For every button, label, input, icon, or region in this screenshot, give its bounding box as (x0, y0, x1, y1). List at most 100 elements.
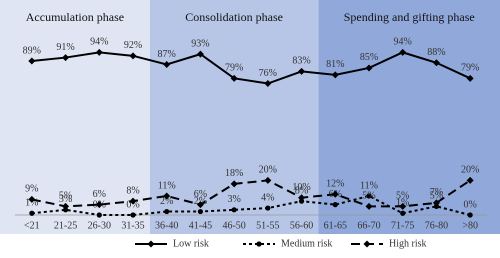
phase-title: Spending and gifting phase (344, 10, 475, 24)
value-label: 89% (23, 45, 41, 56)
value-label: 20% (461, 165, 479, 176)
value-label: 5% (430, 191, 443, 202)
point (264, 80, 272, 88)
value-label: 83% (292, 56, 310, 67)
point (365, 202, 373, 210)
point (365, 64, 373, 72)
legend-marker (147, 240, 155, 248)
point (129, 197, 137, 205)
legend-marker (256, 241, 262, 247)
point (467, 212, 473, 218)
legend-label: High risk (389, 238, 427, 249)
x-tick-label: 61-65 (324, 220, 347, 231)
value-label: 10% (292, 182, 310, 193)
x-tick-label: 76-80 (425, 220, 448, 231)
value-label: 12% (326, 179, 344, 190)
x-tick-label: 41-45 (189, 220, 212, 231)
point (164, 208, 170, 215)
value-label: 92% (124, 40, 142, 51)
point (130, 212, 136, 218)
value-label: 81% (326, 59, 344, 70)
point (298, 67, 306, 75)
value-label: 2% (160, 196, 173, 207)
value-label: 3% (227, 194, 240, 205)
point (230, 180, 238, 188)
legend-label: Low risk (173, 238, 209, 249)
value-label: 87% (158, 49, 176, 60)
point (366, 193, 372, 199)
value-label: 5% (362, 191, 375, 202)
x-tick-label: 71-75 (391, 220, 414, 231)
point (28, 195, 36, 203)
x-tick-label: <21 (24, 220, 40, 231)
point (129, 52, 137, 60)
point (29, 210, 35, 216)
value-label: 20% (259, 165, 277, 176)
value-label: 6% (93, 189, 106, 200)
point (432, 59, 440, 67)
point (230, 74, 238, 82)
point (95, 201, 103, 209)
point (399, 48, 407, 56)
point (264, 176, 272, 184)
series-line (31, 179, 471, 208)
value-label: 18% (225, 168, 243, 179)
legend-label: Medium risk (281, 238, 332, 249)
phase-title: Consolidation phase (185, 10, 283, 24)
point (196, 50, 204, 58)
point (62, 202, 70, 210)
point (331, 190, 339, 198)
point (28, 57, 36, 65)
point (265, 205, 271, 211)
x-tick-label: 31-35 (121, 220, 144, 231)
x-tick-label: 21-25 (54, 220, 77, 231)
point (62, 54, 70, 62)
value-label: 94% (90, 37, 108, 48)
value-label: 11% (158, 180, 176, 191)
series-line (31, 51, 471, 85)
value-label: 11% (360, 180, 378, 191)
x-tick-label: 46-50 (222, 220, 245, 231)
point (163, 192, 171, 200)
point (466, 74, 474, 82)
x-tick-label: >80 (462, 220, 478, 231)
value-label: 91% (56, 42, 74, 53)
value-label: 79% (461, 63, 479, 74)
point (466, 176, 474, 184)
value-label: 93% (191, 38, 209, 49)
value-label: 3% (59, 194, 72, 205)
x-tick-label: 26-30 (88, 220, 111, 231)
point (96, 212, 102, 218)
legend-marker (363, 240, 371, 248)
value-label: 5% (59, 191, 72, 202)
value-label: 76% (259, 68, 277, 79)
value-label: 5% (396, 191, 409, 202)
point (400, 210, 406, 216)
point (432, 199, 440, 207)
x-tick-label: 36-40 (155, 220, 178, 231)
value-label: 6% (194, 189, 207, 200)
point (197, 208, 204, 215)
value-label: 8% (295, 185, 308, 196)
x-tick-label: 56-60 (290, 220, 313, 231)
point (332, 202, 338, 208)
value-label: 7% (430, 187, 443, 198)
phase-band (0, 0, 150, 234)
point (399, 202, 407, 210)
series-line (31, 194, 471, 216)
point (95, 48, 103, 56)
phase-band (149, 0, 319, 234)
value-label: 79% (225, 63, 243, 74)
point (331, 71, 339, 79)
point (196, 201, 204, 209)
value-label: 88% (427, 47, 445, 58)
point (298, 194, 306, 202)
phase-band (318, 0, 500, 234)
x-tick-label: 66-70 (357, 220, 380, 231)
point (163, 60, 171, 68)
phase-title: Accumulation phase (26, 10, 124, 24)
value-label: 0% (126, 199, 139, 210)
point (231, 207, 237, 213)
value-label: 0% (463, 199, 476, 210)
